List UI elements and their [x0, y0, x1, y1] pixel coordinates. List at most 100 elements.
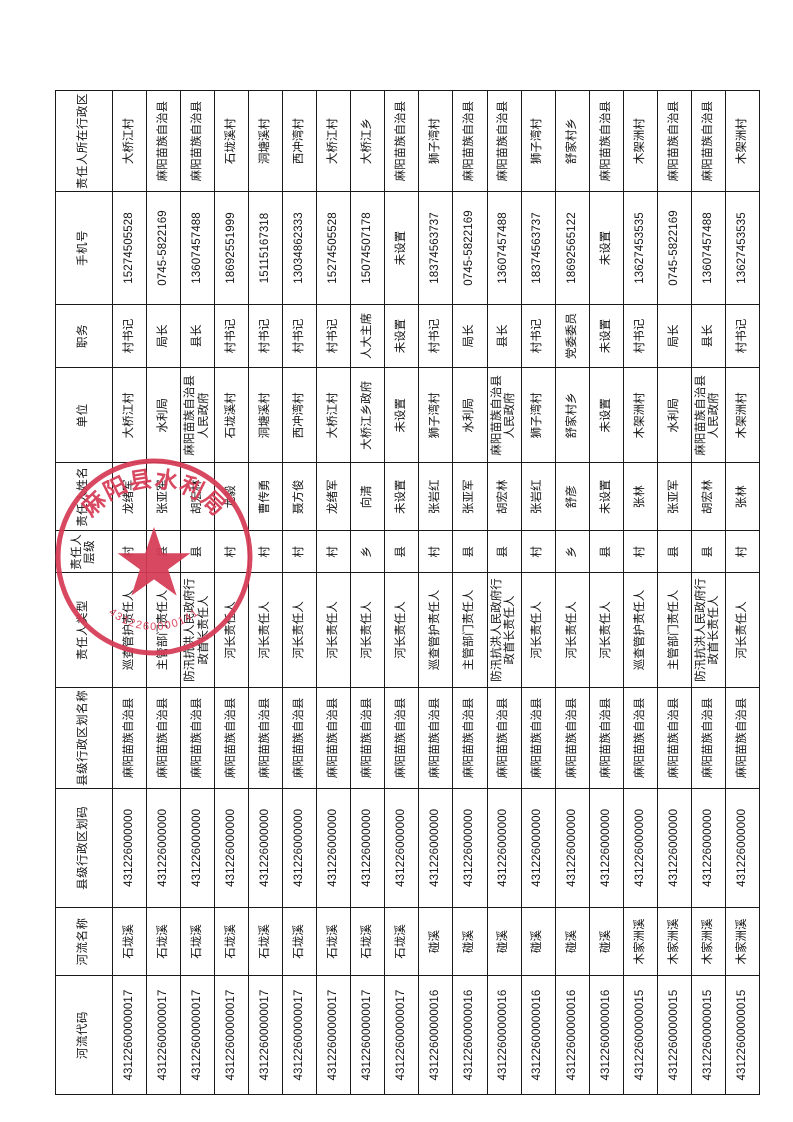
cell-river-code: 43122600000017 — [384, 975, 419, 1095]
table-row: 43122600000015 木家洲溪 431226000000 麻阳苗族自治县 巡查管… — [623, 90, 658, 1095]
col-header-region: 责任人所在行政区 — [55, 90, 113, 192]
cell-post: 村书记 — [214, 304, 249, 368]
cell-person-name: 曹传勇 — [248, 462, 283, 531]
cell-person-level: 县 — [180, 530, 215, 573]
cell-region: 木架洲村 — [725, 90, 760, 192]
rotated-table-wrapper: 河流代码 河流名称 县级行政区划码 县级行政区划名称 责任人类型 责任人层级 责… — [55, 90, 760, 1095]
cell-county-code: 431226000000 — [214, 788, 249, 908]
cell-person-name: 龙绪军 — [112, 462, 147, 531]
cell-river-code: 43122600000016 — [487, 975, 522, 1095]
cell-post: 党委委员 — [555, 304, 590, 368]
cell-county-name: 麻阳苗族自治县 — [691, 687, 726, 789]
cell-person-name: 聂方俊 — [282, 462, 317, 531]
cell-person-name: 龙毅 — [214, 462, 249, 531]
cell-person-type: 河长责任人 — [521, 572, 556, 688]
cell-phone: 15274505528 — [112, 191, 147, 305]
cell-person-type: 防汛抗洪人民政府行政首长责任人 — [487, 572, 522, 688]
cell-river-name: 木家洲溪 — [623, 907, 658, 976]
cell-county-name: 麻阳苗族自治县 — [521, 687, 556, 789]
cell-county-code: 431226000000 — [350, 788, 385, 908]
cell-unit: 木架洲村 — [725, 367, 760, 463]
cell-person-type: 巡查管护责任人 — [623, 572, 658, 688]
cell-unit: 木架洲村 — [623, 367, 658, 463]
table-row: 43122600000017 石垅溪 431226000000 麻阳苗族自治县 巡查管护… — [112, 90, 147, 1095]
table-row: 43122600000017 石垅溪 431226000000 麻阳苗族自治县 河长责任… — [316, 90, 351, 1095]
cell-person-type: 河长责任人 — [589, 572, 624, 688]
cell-person-name: 张林 — [623, 462, 658, 531]
cell-river-code: 43122600000016 — [452, 975, 488, 1095]
cell-county-code: 431226000000 — [623, 788, 658, 908]
cell-person-type: 防汛抗洪人民政府行政首长责任人 — [691, 572, 726, 688]
cell-person-level: 村 — [248, 530, 283, 573]
cell-phone: 13607457488 — [487, 191, 522, 305]
cell-county-code: 431226000000 — [316, 788, 351, 908]
cell-region: 麻阳苗族自治县 — [452, 90, 488, 192]
cell-phone: 18692551999 — [214, 191, 249, 305]
cell-person-level: 村 — [521, 530, 556, 573]
cell-post: 局长 — [657, 304, 692, 368]
cell-county-code: 431226000000 — [521, 788, 556, 908]
col-header-county-code: 县级行政区划码 — [55, 788, 113, 908]
cell-river-code: 43122600000016 — [521, 975, 556, 1095]
cell-unit: 水利局 — [657, 367, 692, 463]
cell-person-type: 河长责任人 — [555, 572, 590, 688]
cell-river-code: 43122600000016 — [418, 975, 453, 1095]
cell-unit: 麻阳苗族自治县人民政府 — [487, 367, 522, 463]
col-header-river-name: 河流名称 — [55, 907, 113, 976]
cell-post: 未设置 — [384, 304, 419, 368]
cell-river-name: 木家洲溪 — [691, 907, 726, 976]
cell-post: 村书记 — [521, 304, 556, 368]
cell-person-type: 河长责任人 — [384, 572, 419, 688]
cell-person-name: 胡宏林 — [180, 462, 215, 531]
cell-river-name: 碰溪 — [418, 907, 453, 976]
cell-post: 局长 — [452, 304, 488, 368]
cell-phone: 13627453535 — [725, 191, 760, 305]
table-row: 43122600000017 石垅溪 431226000000 麻阳苗族自治县 河长责任… — [248, 90, 283, 1095]
cell-phone: 13627453535 — [623, 191, 658, 305]
cell-phone: 18374563737 — [418, 191, 453, 305]
table-row: 43122600000017 石垅溪 431226000000 麻阳苗族自治县 河长责任… — [214, 90, 249, 1095]
cell-county-name: 麻阳苗族自治县 — [555, 687, 590, 789]
cell-county-name: 麻阳苗族自治县 — [180, 687, 215, 789]
cell-person-type: 巡查管护责任人 — [418, 572, 453, 688]
cell-river-name: 石垅溪 — [146, 907, 181, 976]
cell-county-code: 431226000000 — [691, 788, 726, 908]
cell-county-code: 431226000000 — [487, 788, 522, 908]
cell-person-type: 河长责任人 — [725, 572, 760, 688]
cell-post: 村书记 — [112, 304, 147, 368]
cell-river-name: 碰溪 — [555, 907, 590, 976]
cell-phone: 13607457488 — [180, 191, 215, 305]
cell-region: 大桥江乡 — [350, 90, 385, 192]
cell-person-type: 河长责任人 — [248, 572, 283, 688]
cell-river-name: 碰溪 — [521, 907, 556, 976]
cell-person-name: 张岩红 — [418, 462, 453, 531]
cell-person-type: 主管部门责任人 — [452, 572, 488, 688]
col-header-post: 职务 — [55, 304, 113, 368]
cell-region: 麻阳苗族自治县 — [180, 90, 215, 192]
cell-river-code: 43122600000017 — [146, 975, 181, 1095]
cell-post: 村书记 — [282, 304, 317, 368]
cell-region: 麻阳苗族自治县 — [657, 90, 692, 192]
cell-person-level: 县 — [146, 530, 181, 573]
cell-phone: 15074507178 — [350, 191, 385, 305]
cell-river-code: 43122600000017 — [214, 975, 249, 1095]
cell-county-name: 麻阳苗族自治县 — [248, 687, 283, 789]
cell-river-name: 石垅溪 — [214, 907, 249, 976]
cell-person-type: 主管部门责任人 — [146, 572, 181, 688]
col-header-county-name: 县级行政区划名称 — [55, 687, 113, 789]
cell-person-name: 张林 — [725, 462, 760, 531]
cell-county-name: 麻阳苗族自治县 — [589, 687, 624, 789]
cell-person-type: 河长责任人 — [350, 572, 385, 688]
cell-person-name: 张岩红 — [521, 462, 556, 531]
cell-county-code: 431226000000 — [452, 788, 488, 908]
cell-county-code: 431226000000 — [248, 788, 283, 908]
cell-region: 麻阳苗族自治县 — [691, 90, 726, 192]
cell-county-code: 431226000000 — [146, 788, 181, 908]
cell-phone: 18374563737 — [521, 191, 556, 305]
cell-river-name: 石垅溪 — [248, 907, 283, 976]
table-row: 43122600000017 石垅溪 431226000000 麻阳苗族自治县 防汛抗洪… — [180, 90, 215, 1095]
cell-river-code: 43122600000017 — [180, 975, 215, 1095]
cell-unit: 水利局 — [146, 367, 181, 463]
cell-region: 西冲湾村 — [282, 90, 317, 192]
cell-river-name: 木家洲溪 — [725, 907, 760, 976]
